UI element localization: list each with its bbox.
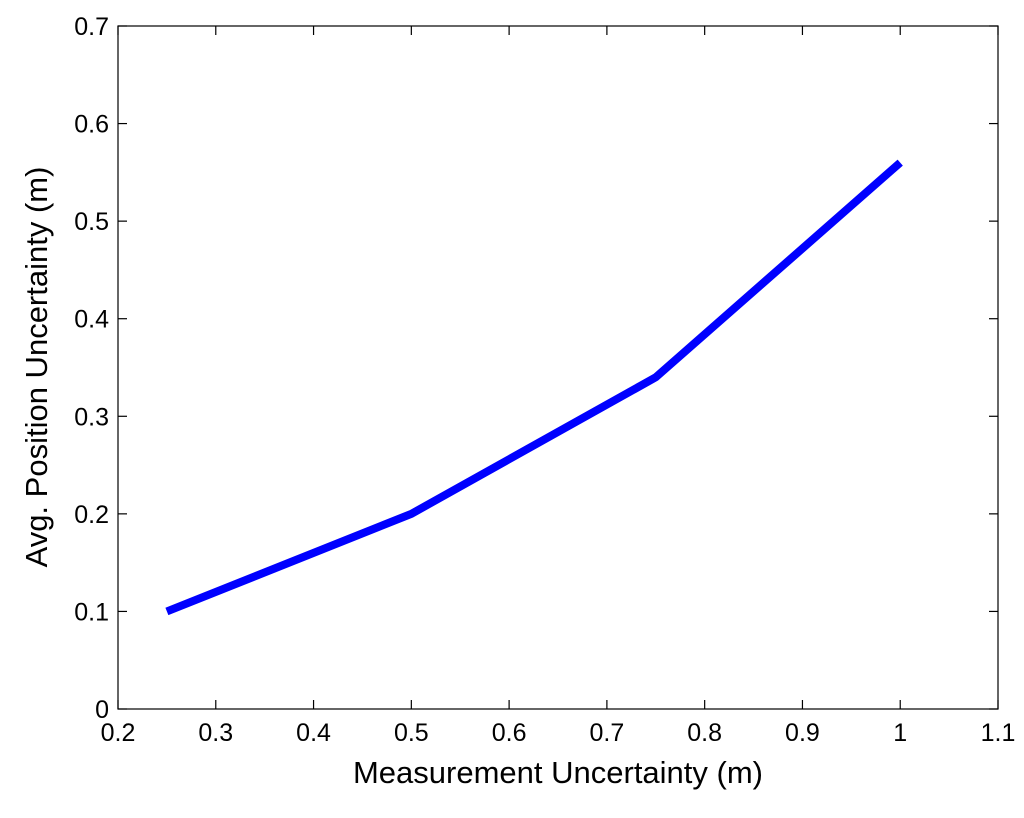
x-tick-label: 0.9 [785,719,820,747]
y-tick-label: 0.2 [74,501,109,529]
y-tick-label: 0.3 [74,403,109,431]
x-tick-label: 0.3 [198,719,233,747]
series-line [165,159,903,616]
ticks-layer: 0.2 0.3 0.4 0.5 0.6 0.7 0.8 0.9 1 1.1 0 0.1 0.2 0.3 0.… [74,13,1015,747]
x-tick-label: 0.4 [296,719,331,747]
x-tick-label: 0.6 [492,719,527,747]
y-tick-label: 0.5 [74,208,109,236]
x-tick-label: 0.5 [394,719,429,747]
y-tick-label: 0.4 [74,306,109,334]
x-tick-label: 0.2 [101,719,136,747]
x-tick-label: 1 [893,719,907,747]
series-layer [165,159,903,616]
y-tick-label: 0 [95,696,109,724]
x-tick-label: 0.8 [687,719,722,747]
y-axis-title: Avg. Position Uncertainty (m) [19,167,54,568]
x-tick-label: 0.7 [590,719,625,747]
x-tick-label: 1.1 [981,719,1016,747]
x-axis-title: Measurement Uncertainty (m) [353,755,763,790]
y-tick-label: 0.7 [74,13,109,41]
plot-area [117,25,999,710]
y-tick-label: 0.6 [74,111,109,139]
y-tick-label: 0.1 [74,598,109,626]
